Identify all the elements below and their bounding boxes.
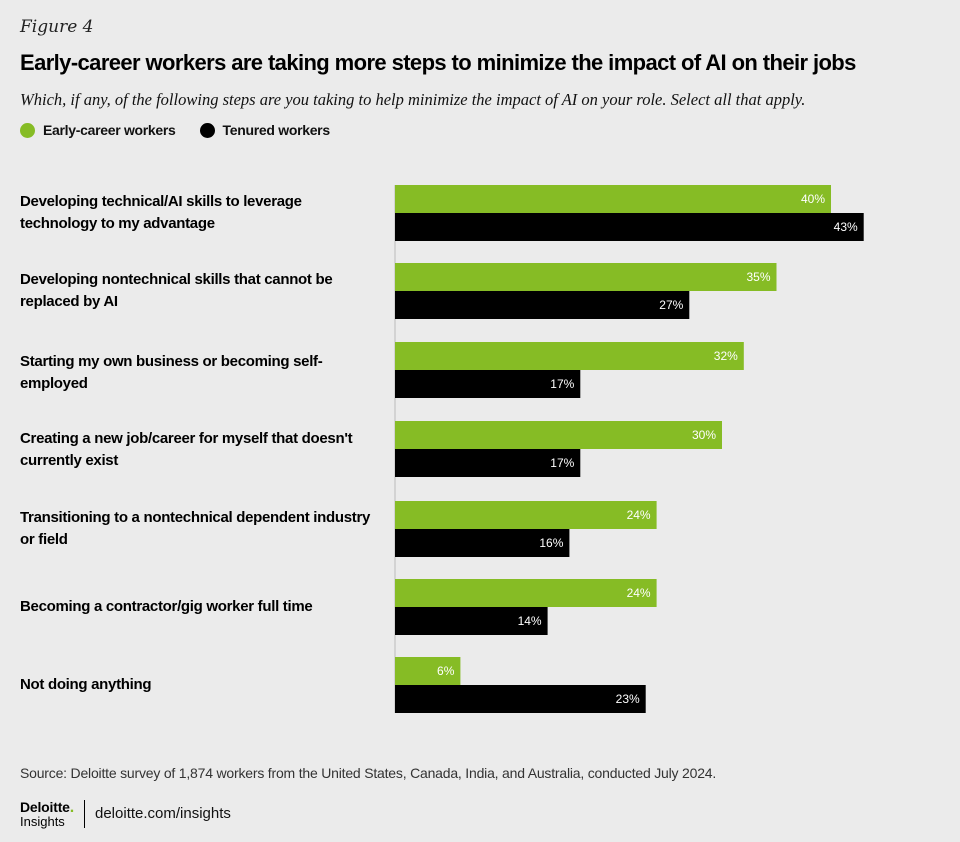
bar-early-career: [395, 185, 831, 213]
data-label-early-career: 30%: [692, 428, 716, 442]
category-label: Transitioning to a nontechnical dependen…: [20, 509, 371, 548]
data-label-early-career: 32%: [714, 349, 738, 363]
legend-swatch-tenured: [199, 122, 215, 138]
figure-label: Figure 4: [20, 17, 94, 37]
data-label-early-career: 6%: [437, 664, 455, 678]
category-label: Becoming a contractor/gig worker full ti…: [20, 598, 313, 615]
legend-item-tenured: Tenured workers: [199, 122, 331, 138]
brand-divider: [84, 800, 85, 828]
data-label-early-career: 24%: [627, 586, 651, 600]
data-label-early-career: 35%: [746, 270, 770, 284]
legend: Early-career workers Tenured workers: [20, 122, 354, 138]
chart-subtitle: Which, if any, of the following steps ar…: [20, 90, 806, 109]
data-label-tenured: 27%: [659, 298, 683, 312]
bar-early-career: [395, 579, 657, 607]
site-link[interactable]: deloitte.com/insights: [95, 805, 231, 822]
bar-early-career: [395, 342, 744, 370]
brand-subtitle: Insights: [20, 814, 65, 829]
legend-label-tenured: Tenured workers: [222, 122, 331, 138]
bar-tenured: [395, 370, 581, 398]
data-label-tenured: 23%: [616, 692, 640, 706]
bar-tenured: [395, 213, 864, 241]
bar-tenured: [395, 291, 690, 319]
source-note: Source: Deloitte survey of 1,874 workers…: [20, 765, 717, 781]
brand-dot: .: [69, 799, 75, 816]
deloitte-logo: Deloitte. Insights: [20, 800, 74, 829]
legend-label-early-career: Early-career workers: [43, 122, 176, 138]
chart-title: Early-career workers are taking more ste…: [20, 50, 856, 75]
data-label-early-career: 40%: [801, 192, 825, 206]
data-label-tenured: 17%: [550, 377, 574, 391]
data-label-tenured: 16%: [539, 536, 563, 550]
data-label-tenured: 43%: [834, 220, 858, 234]
bar-tenured: [395, 685, 646, 713]
data-label-tenured: 17%: [550, 456, 574, 470]
bar-tenured: [395, 607, 548, 635]
category-label: Developing technical/AI skills to levera…: [20, 193, 302, 232]
category-label: Creating a new job/career for myself tha…: [20, 430, 353, 469]
bar-early-career: [395, 657, 461, 685]
bar-tenured: [395, 449, 581, 477]
category-label: Not doing anything: [20, 676, 152, 693]
bar-tenured: [395, 529, 570, 557]
legend-item-early-career: Early-career workers: [20, 122, 176, 138]
data-label-tenured: 14%: [518, 614, 542, 628]
legend-swatch-early-career: [20, 122, 35, 138]
category-label: Starting my own business or becoming sel…: [20, 353, 323, 392]
bar-early-career: [395, 421, 722, 449]
bar-early-career: [395, 263, 777, 291]
bar-early-career: [395, 501, 657, 529]
data-label-early-career: 24%: [627, 508, 651, 522]
brand-name: Deloitte: [20, 799, 70, 815]
category-label: Developing nontechnical skills that cann…: [20, 271, 333, 310]
